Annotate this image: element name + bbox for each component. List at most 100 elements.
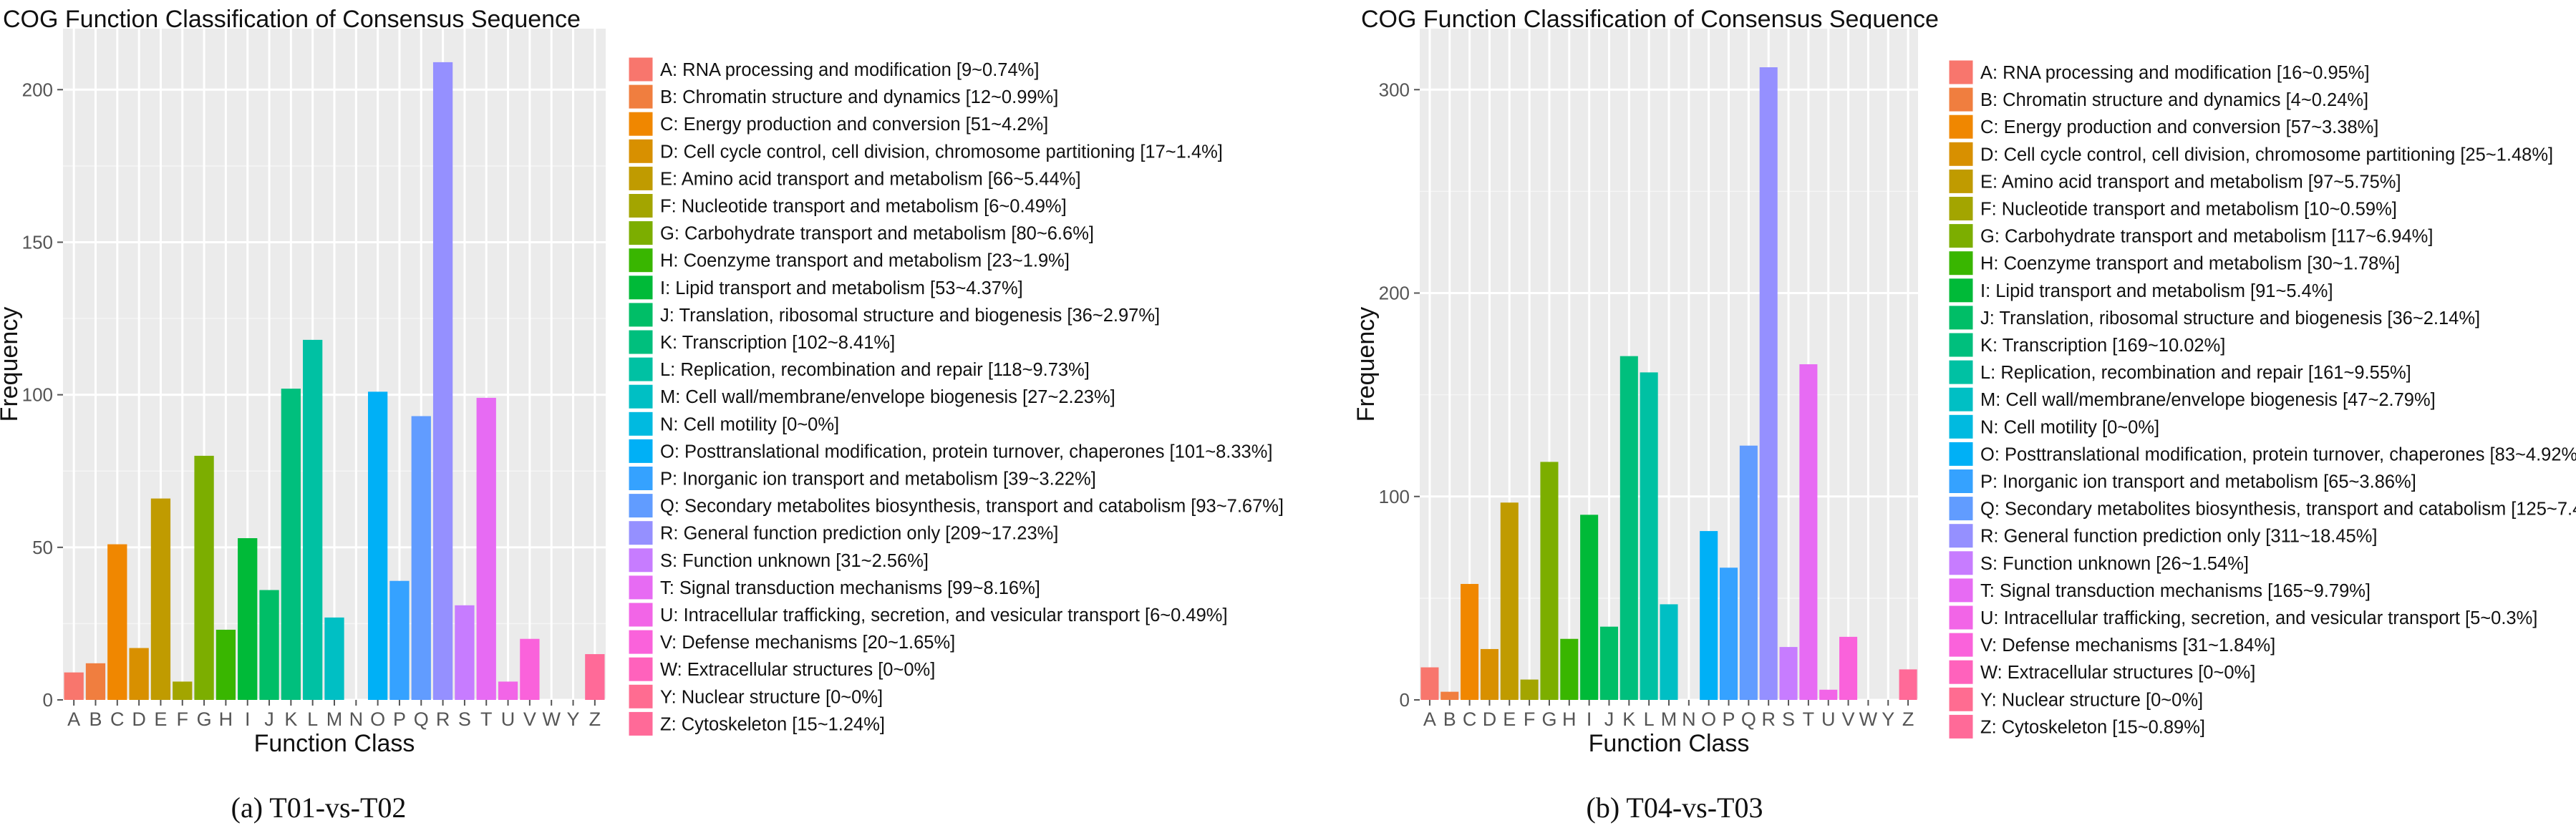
bar-B: [1440, 691, 1459, 700]
x-tick-label: J: [1604, 708, 1614, 730]
x-tick-label: R: [1761, 708, 1776, 730]
bar-Z: [585, 654, 605, 700]
bar-K: [1619, 356, 1638, 700]
legend-swatch-W: [1948, 659, 1974, 685]
x-tick-label: P: [393, 708, 406, 730]
legend-label-V: V: Defense mechanisms [20~1.65%]: [660, 633, 955, 653]
legend-swatch-H: [628, 248, 654, 273]
bar-I: [1580, 515, 1599, 700]
legend-swatch-Y: [1948, 686, 1974, 712]
x-tick-label: H: [1562, 708, 1577, 730]
y-tick-label: 0: [1400, 689, 1410, 711]
y-tick-label: 200: [1379, 283, 1410, 304]
legend-label-K: K: Transcription [169~10.02%]: [1980, 336, 2225, 356]
legend-label-L: L: Replication, recombination and repair…: [660, 360, 1090, 380]
x-tick-label: L: [1644, 708, 1655, 730]
legend-label-V: V: Defense mechanisms [31~1.84%]: [1980, 635, 2275, 656]
legend-swatch-G: [1948, 223, 1974, 249]
legend-swatch-S: [628, 547, 654, 573]
bar-V: [520, 638, 540, 700]
y-tick-label: 100: [22, 384, 53, 406]
bar-F: [1520, 679, 1539, 700]
x-tick-label: K: [284, 708, 297, 730]
x-tick-label: S: [458, 708, 471, 730]
legend-swatch-U: [628, 602, 654, 628]
x-tick-label: A: [1423, 708, 1436, 730]
legend-label-O: O: Posttranslational modification, prote…: [1980, 444, 2576, 464]
legend-swatch-Q: [628, 493, 654, 519]
x-tick-label: O: [1701, 708, 1716, 730]
legend-swatch-J: [628, 302, 654, 328]
legend-swatch-W: [628, 656, 654, 682]
x-tick-label: N: [349, 708, 364, 730]
legend-label-S: S: Function unknown [26~1.54%]: [1980, 554, 2249, 574]
legend-swatch-F: [1948, 196, 1974, 221]
legend-swatch-K: [628, 329, 654, 355]
legend-label-E: E: Amino acid transport and metabolism […: [1980, 172, 2401, 192]
x-tick-label: C: [1463, 708, 1477, 730]
legend-swatch-A: [628, 57, 654, 82]
legend-label-Z: Z: Cytoskeleton [15~1.24%]: [660, 714, 885, 734]
legend-label-A: A: RNA processing and modification [9~0.…: [660, 60, 1039, 80]
x-tick-label: V: [1842, 708, 1855, 730]
legend-swatch-C: [1948, 114, 1974, 140]
legend-swatch-B: [1948, 87, 1974, 112]
bar-R: [432, 62, 453, 700]
legend-label-D: D: Cell cycle control, cell division, ch…: [1980, 145, 2553, 165]
y-tick-label: 50: [32, 537, 53, 558]
legend-swatch-F: [628, 193, 654, 218]
legend-label-B: B: Chromatin structure and dynamics [4~0…: [1980, 90, 2368, 110]
x-tick-label: R: [436, 708, 450, 730]
legend-swatch-T: [628, 575, 654, 600]
legend-swatch-R: [1948, 523, 1974, 549]
legend-label-Y: Y: Nuclear structure [0~0%]: [660, 687, 883, 707]
bar-M: [1660, 604, 1678, 700]
chart-title: COG Function Classification of Consensus…: [1361, 6, 1939, 33]
legend-swatch-V: [1948, 632, 1974, 658]
legend-swatch-L: [1948, 359, 1974, 385]
x-tick-label: J: [264, 708, 274, 730]
legend-swatch-B: [628, 84, 654, 109]
x-tick-label: K: [1622, 708, 1635, 730]
bar-O: [367, 391, 388, 700]
legend-swatch-Z: [1948, 713, 1974, 739]
y-tick-label: 200: [22, 79, 53, 100]
legend-swatch-K: [1948, 332, 1974, 358]
bar-P: [389, 580, 410, 700]
x-tick-label: Q: [414, 708, 429, 730]
legend-swatch-Y: [628, 683, 654, 709]
bar-T: [476, 397, 496, 700]
bar-H: [216, 629, 236, 700]
x-tick-label: U: [501, 708, 515, 730]
x-tick-label: W: [1859, 708, 1878, 730]
bar-A: [64, 672, 84, 700]
legend-swatch-M: [1948, 386, 1974, 412]
legend-swatch-O: [1948, 441, 1974, 467]
x-tick-label: C: [110, 708, 125, 730]
legend-label-W: W: Extracellular structures [0~0%]: [660, 660, 935, 680]
legend-label-P: P: Inorganic ion transport and metabolis…: [1980, 472, 2416, 492]
x-tick-label: U: [1821, 708, 1836, 730]
bar-K: [281, 389, 301, 700]
legend-swatch-I: [628, 275, 654, 301]
bar-J: [259, 590, 279, 700]
cog-chart-a: COG Function Classification of Consensus…: [0, 6, 1284, 824]
legend-swatch-J: [1948, 305, 1974, 331]
bar-G: [1540, 462, 1559, 700]
bar-O: [1700, 531, 1718, 700]
chart-caption: (a) T01-vs-T02: [231, 791, 407, 824]
legend-swatch-S: [1948, 550, 1974, 576]
bar-C: [1461, 583, 1479, 700]
bar-E: [1500, 502, 1519, 700]
legend-label-C: C: Energy production and conversion [51~…: [660, 115, 1048, 135]
bar-L: [303, 339, 323, 700]
x-tick-label: B: [1443, 708, 1456, 730]
chart-title: COG Function Classification of Consensus…: [3, 6, 581, 33]
bar-H: [1560, 638, 1579, 700]
bar-V: [1839, 636, 1858, 700]
bar-U: [498, 681, 518, 700]
legend-swatch-M: [628, 384, 654, 409]
bar-T: [1799, 364, 1818, 700]
legend-swatch-G: [628, 220, 654, 246]
legend-label-B: B: Chromatin structure and dynamics [12~…: [660, 87, 1058, 107]
